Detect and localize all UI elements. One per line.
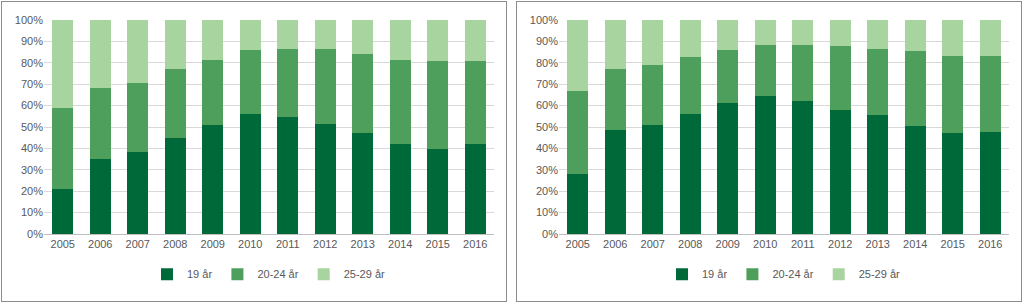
svg-text:19 år: 19 år bbox=[702, 268, 727, 280]
svg-text:2007: 2007 bbox=[126, 238, 150, 250]
svg-text:2010: 2010 bbox=[238, 238, 262, 250]
svg-text:2007: 2007 bbox=[641, 238, 665, 250]
svg-text:0%: 0% bbox=[27, 228, 43, 240]
svg-text:2008: 2008 bbox=[163, 238, 187, 250]
svg-text:2008: 2008 bbox=[678, 238, 702, 250]
svg-text:19 år: 19 år bbox=[187, 268, 212, 280]
svg-text:2009: 2009 bbox=[716, 238, 740, 250]
svg-text:2011: 2011 bbox=[791, 238, 815, 250]
svg-text:2009: 2009 bbox=[201, 238, 225, 250]
svg-text:70%: 70% bbox=[21, 78, 43, 90]
svg-text:20-24 år: 20-24 år bbox=[772, 268, 813, 280]
svg-text:30%: 30% bbox=[536, 164, 558, 176]
svg-text:10%: 10% bbox=[536, 206, 558, 218]
svg-text:2010: 2010 bbox=[753, 238, 777, 250]
svg-text:70%: 70% bbox=[536, 78, 558, 90]
svg-text:90%: 90% bbox=[21, 35, 43, 47]
svg-text:2006: 2006 bbox=[603, 238, 627, 250]
svg-text:2014: 2014 bbox=[388, 238, 412, 250]
svg-text:30%: 30% bbox=[21, 164, 43, 176]
svg-text:2016: 2016 bbox=[463, 238, 487, 250]
svg-text:90%: 90% bbox=[536, 35, 558, 47]
svg-text:25-29 år: 25-29 år bbox=[859, 268, 900, 280]
svg-text:2011: 2011 bbox=[276, 238, 300, 250]
svg-text:80%: 80% bbox=[21, 57, 43, 69]
svg-text:2005: 2005 bbox=[566, 238, 590, 250]
svg-text:2012: 2012 bbox=[828, 238, 852, 250]
svg-text:60%: 60% bbox=[536, 99, 558, 111]
svg-text:60%: 60% bbox=[21, 99, 43, 111]
svg-text:2012: 2012 bbox=[313, 238, 337, 250]
svg-text:40%: 40% bbox=[536, 142, 558, 154]
svg-text:2013: 2013 bbox=[866, 238, 890, 250]
svg-text:2015: 2015 bbox=[426, 238, 450, 250]
svg-text:2014: 2014 bbox=[903, 238, 927, 250]
svg-text:50%: 50% bbox=[536, 121, 558, 133]
svg-text:100%: 100% bbox=[530, 14, 558, 26]
svg-text:20%: 20% bbox=[21, 185, 43, 197]
svg-text:80%: 80% bbox=[536, 57, 558, 69]
svg-text:100%: 100% bbox=[15, 14, 43, 26]
svg-text:20-24 år: 20-24 år bbox=[257, 268, 298, 280]
svg-text:2016: 2016 bbox=[978, 238, 1002, 250]
svg-text:0%: 0% bbox=[542, 228, 558, 240]
svg-text:2015: 2015 bbox=[941, 238, 965, 250]
svg-text:2013: 2013 bbox=[351, 238, 375, 250]
svg-text:25-29 år: 25-29 år bbox=[344, 268, 385, 280]
svg-text:2006: 2006 bbox=[88, 238, 112, 250]
svg-text:2005: 2005 bbox=[51, 238, 75, 250]
svg-text:10%: 10% bbox=[21, 206, 43, 218]
svg-text:50%: 50% bbox=[21, 121, 43, 133]
svg-text:40%: 40% bbox=[21, 142, 43, 154]
svg-text:20%: 20% bbox=[536, 185, 558, 197]
